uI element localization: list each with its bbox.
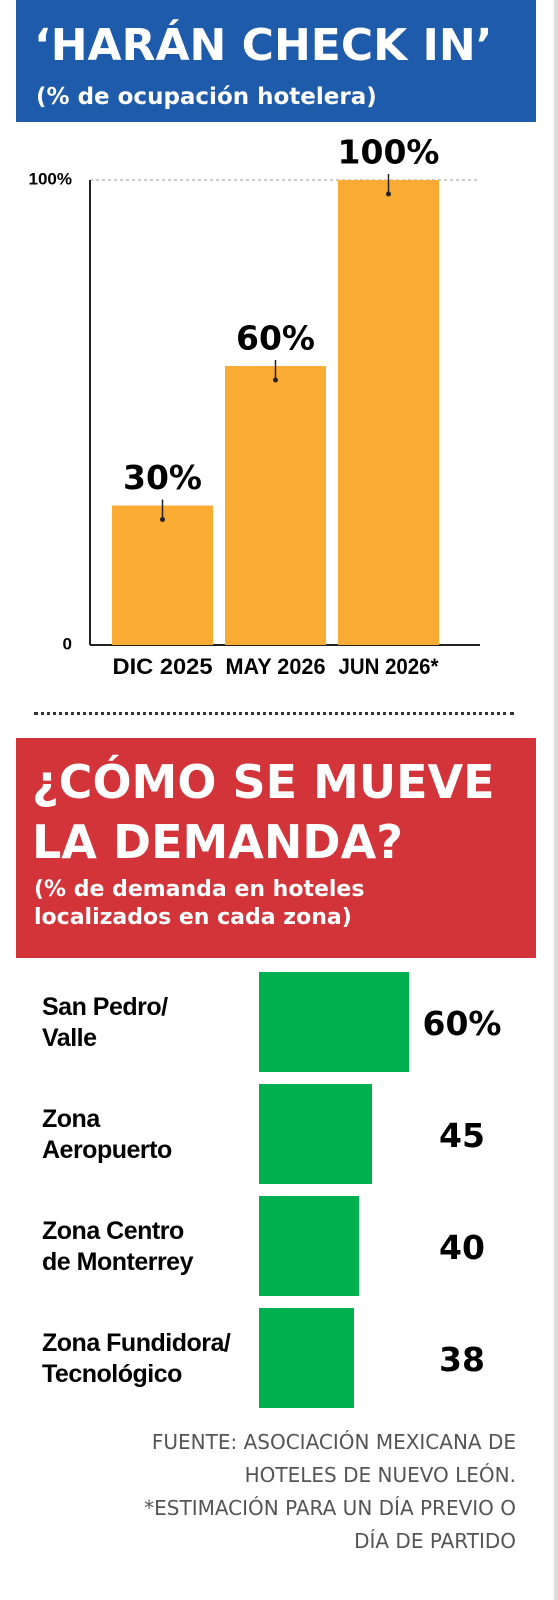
chart-subtitle: (% de ocupación hotelera) bbox=[36, 84, 377, 110]
bar bbox=[259, 972, 409, 1072]
chart-title: ¿CÓMO SE MUEVE LA DEMANDA? bbox=[32, 755, 495, 869]
bar bbox=[259, 1084, 372, 1184]
chart-subtitle: (% de demanda en hoteles localizados en … bbox=[34, 877, 365, 930]
leader-dot bbox=[386, 191, 391, 197]
category-label: Zona Aeropuerto bbox=[42, 1105, 172, 1164]
bar bbox=[259, 1308, 354, 1408]
category-label: San Pedro/ Valle bbox=[42, 993, 168, 1052]
y-tick-label: 100% bbox=[29, 169, 72, 188]
x-tick-label: DIC 2025 bbox=[113, 654, 213, 679]
bar bbox=[259, 1196, 359, 1296]
header-box bbox=[16, 738, 536, 958]
bar bbox=[112, 505, 213, 645]
header-box bbox=[16, 0, 536, 122]
category-label: Zona Centro de Monterrey bbox=[42, 1217, 193, 1276]
x-tick-label: JUN 2026* bbox=[339, 654, 439, 679]
value-label: 38 bbox=[439, 1340, 485, 1379]
value-label: 60% bbox=[422, 1004, 502, 1043]
value-label: 30% bbox=[123, 458, 202, 497]
leader-dot bbox=[160, 517, 165, 522]
separator bbox=[34, 712, 514, 715]
value-label: 40 bbox=[439, 1228, 485, 1267]
x-tick-label: MAY 2026 bbox=[226, 654, 326, 679]
leader-dot bbox=[273, 377, 278, 383]
y-tick-label: 0 bbox=[63, 634, 72, 653]
footnote: *ESTIMACIÓN PARA UN DÍA PREVIO O DÍA DE … bbox=[144, 1496, 516, 1553]
chart: 0 100% 30% DIC 2025 60% MAY 2026 100% JUN 2026* bbox=[29, 133, 480, 679]
source-note: FUENTE: ASOCIACIÓN MEXICANA DE HOTELES D… bbox=[151, 1430, 516, 1487]
value-label: 45 bbox=[439, 1116, 485, 1155]
bar bbox=[338, 180, 439, 645]
value-label: 60% bbox=[236, 319, 315, 358]
category-label: Zona Fundidora/ Tecnológico bbox=[42, 1329, 231, 1388]
chart-title: ‘HARÁN CHECK IN’ bbox=[34, 20, 493, 71]
bar bbox=[225, 366, 326, 645]
value-label: 100% bbox=[338, 133, 440, 172]
